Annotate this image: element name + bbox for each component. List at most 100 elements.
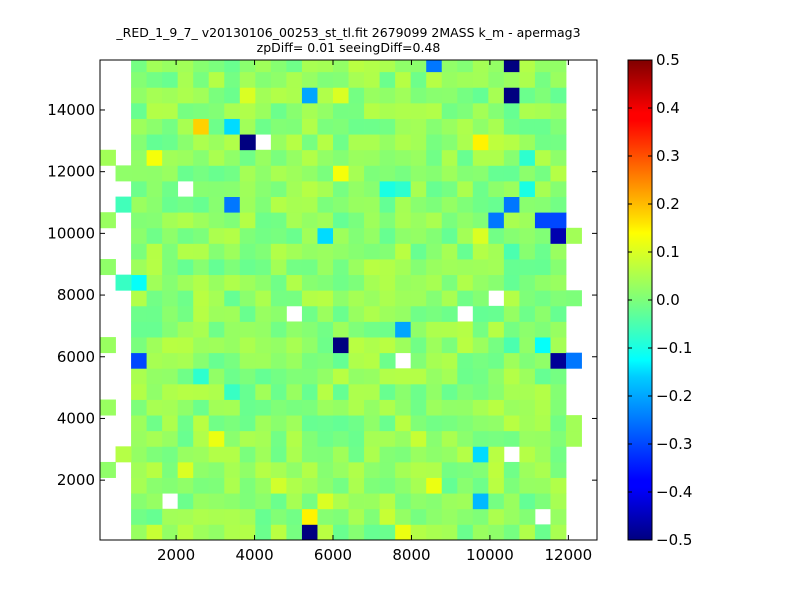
heatmap-cell [472,415,489,432]
heatmap-cell [255,149,272,166]
heatmap-cell [131,212,147,229]
heatmap-cell [364,259,380,276]
heatmap-cell [426,321,443,338]
colorbar-axis: 0.5 0.4 0.3 0.2 0.1 0.0 −0.1 −0.2 −0.3 −0.4 −0.5 [628,51,692,549]
heatmap-cell [317,508,334,525]
heatmap-cell [255,243,272,260]
heatmap-cell [239,196,256,213]
heatmap-cell [317,415,334,432]
heatmap-cell [503,493,520,510]
heatmap-cell [239,477,256,494]
heatmap-cell [379,180,396,197]
heatmap-cell [472,368,489,385]
heatmap-cell [224,524,241,541]
heatmap-cell [162,87,179,104]
heatmap-cell [364,383,380,400]
heatmap-cell [441,430,458,447]
heatmap-cell [426,87,443,104]
heatmap-cell [457,352,474,369]
heatmap-cell [379,352,396,369]
heatmap-cell [177,196,194,213]
heatmap-cell [457,212,474,229]
heatmap-cell [286,399,303,416]
heatmap-cell [410,430,427,447]
heatmap-cell [426,399,443,416]
heatmap-cell [333,446,349,463]
heatmap-cell [270,415,287,432]
heatmap-cell [519,415,536,432]
heatmap-cell [208,87,225,104]
heatmap-cell [177,524,194,541]
heatmap-cell [100,149,116,166]
heatmap-cell [364,368,380,385]
heatmap-cell [534,149,551,166]
heatmap-cell [503,430,520,447]
heatmap-cell [162,118,179,135]
heatmap-cell [224,399,241,416]
heatmap-cell [519,321,536,338]
heatmap-cell [208,493,225,510]
heatmap-cell [534,71,551,88]
heatmap-cell [333,196,349,213]
heatmap-cell [488,87,505,104]
heatmap-cell [348,321,365,338]
heatmap-cell [395,243,412,260]
heatmap-cell [519,430,536,447]
y-axis: 2000 4000 6000 8000 10000 12000 14000 [47,101,597,489]
heatmap-cell [364,290,380,307]
heatmap-cell [457,290,474,307]
heatmap-cell [131,102,147,119]
heatmap-cell [441,243,458,260]
heatmap-cell [441,352,458,369]
heatmap-cell [395,446,412,463]
heatmap-cell [193,60,210,73]
heatmap-cell [379,415,396,432]
heatmap-cell [131,227,147,244]
heatmap-cell [239,415,256,432]
heatmap-cell [348,290,365,307]
heatmap-cell [333,508,349,525]
heatmap-cell [379,290,396,307]
heatmap-cell [239,102,256,119]
heatmap-cell [410,60,427,73]
heatmap-cell [317,60,334,73]
heatmap-cell [131,165,147,182]
heatmap-cell [162,180,179,197]
heatmap-cell [193,430,210,447]
heatmap-cell [410,134,427,151]
colorbar-tick-label: −0.3 [656,435,692,453]
heatmap-cell [301,399,318,416]
heatmap-cell [301,383,318,400]
heatmap-cell [348,118,365,135]
heatmap-cell [519,165,536,182]
heatmap-cell [472,118,489,135]
heatmap-cell [364,524,380,541]
heatmap-cell [426,493,443,510]
heatmap-cell [270,134,287,151]
heatmap-cell [348,259,365,276]
heatmap-cell [379,321,396,338]
heatmap-cell [410,305,427,322]
heatmap-cell [208,212,225,229]
heatmap-cell [255,383,272,400]
heatmap-cell [503,383,520,400]
heatmap-cell [162,415,179,432]
heatmap-cell [395,60,412,73]
heatmap-cell [270,227,287,244]
heatmap-cell [100,461,116,478]
heatmap-cell [270,446,287,463]
heatmap-cell [208,383,225,400]
heatmap-cell [177,477,194,494]
heatmap-cell [426,446,443,463]
heatmap-cell [270,165,287,182]
heatmap-cell [503,71,520,88]
heatmap-cell [364,227,380,244]
heatmap-cell [270,196,287,213]
heatmap-cell [472,461,489,478]
x-axis: 2000 4000 6000 8000 10000 12000 [157,60,592,564]
heatmap-cell [426,305,443,322]
heatmap-cell [410,352,427,369]
heatmap-cell [286,493,303,510]
heatmap-cell [333,430,349,447]
heatmap-cell [333,383,349,400]
